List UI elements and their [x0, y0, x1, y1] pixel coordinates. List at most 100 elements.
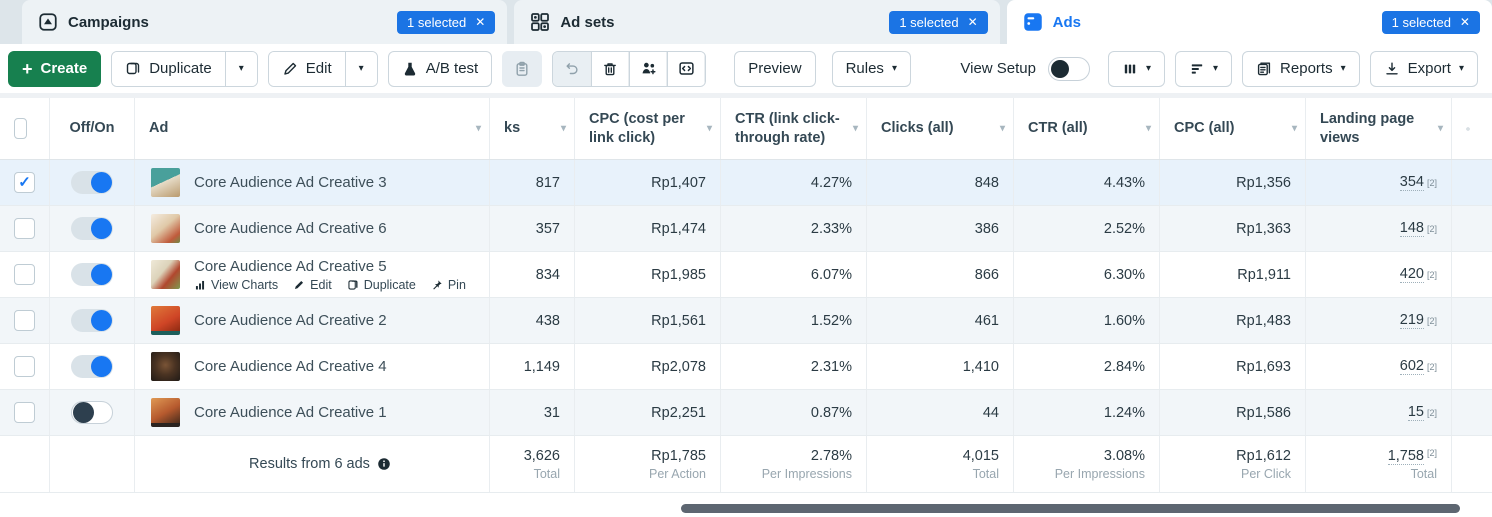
pixel-frame-button[interactable] [667, 51, 706, 86]
cell-cpc-all: Rp1,693 [1160, 344, 1306, 389]
column-header-cpc-link[interactable]: CPC (cost per link click) ▾ [575, 98, 721, 159]
sort-caret-icon[interactable]: ▾ [999, 122, 1005, 134]
row-checkbox[interactable]: ✓ [14, 402, 35, 423]
ad-name-link[interactable]: Core Audience Ad Creative 6 [194, 220, 387, 237]
ad-thumbnail [151, 260, 180, 289]
plus-icon: + [22, 58, 33, 79]
view-charts-action[interactable]: View Charts [194, 278, 278, 292]
ad-status-toggle[interactable] [71, 355, 113, 378]
cell-ctr-link: 6.07% [721, 252, 867, 297]
tab-ad-sets-label: Ad sets [560, 13, 615, 31]
close-icon[interactable]: ✕ [1459, 15, 1470, 29]
off-on-header-label: Off/On [69, 120, 115, 137]
ab-test-button[interactable]: A/B test [387, 50, 493, 87]
table-row: ✓ Core Audience Ad Creative 3 817 Rp1,40… [0, 160, 1492, 206]
sort-caret-icon[interactable]: ▾ [852, 122, 858, 134]
column-header-ctr-all[interactable]: CTR (all) ▾ [1014, 98, 1160, 159]
ad-name-link[interactable]: Core Audience Ad Creative 3 [194, 174, 387, 191]
lpv-link[interactable]: 602 [1399, 358, 1424, 375]
chevron-down-icon: ▾ [1458, 62, 1464, 74]
edit-button[interactable]: Edit [268, 51, 345, 86]
info-icon[interactable] [377, 457, 391, 471]
bar-chart-icon [195, 280, 205, 289]
lpv-link[interactable]: 354 [1399, 174, 1424, 191]
sort-caret-icon[interactable]: ▾ [1291, 122, 1297, 134]
rules-button[interactable]: Rules ▾ [831, 50, 911, 87]
ad-sets-selected-badge[interactable]: 1 selected ✕ [889, 10, 988, 34]
lpv-link[interactable]: 420 [1399, 266, 1424, 283]
duplicate-dropdown[interactable]: ▾ [224, 51, 257, 86]
select-all-checkbox[interactable]: ✓ [14, 118, 27, 139]
row-checkbox[interactable]: ✓ [14, 264, 35, 285]
cell-lpv: 148 [2] [1306, 206, 1452, 251]
column-header-clicks-cut[interactable]: ks ▾ [490, 98, 575, 159]
cell-lpv: 354 [2] [1306, 160, 1452, 205]
row-checkbox[interactable]: ✓ [14, 218, 35, 239]
ad-name-link[interactable]: Core Audience Ad Creative 4 [194, 358, 387, 375]
sort-caret-icon[interactable]: ▾ [1437, 122, 1443, 134]
tab-campaigns[interactable]: Campaigns 1 selected ✕ [22, 0, 508, 44]
tab-ad-sets[interactable]: Ad sets 1 selected ✕ [514, 0, 1000, 44]
footer-value: 2.78% [810, 447, 852, 464]
column-header-lpv[interactable]: Landing page views ▾ [1306, 98, 1452, 159]
lpv-footnote: [2] [1426, 177, 1437, 188]
assign-people-button[interactable] [629, 51, 668, 86]
row-checkbox[interactable]: ✓ [14, 356, 35, 377]
row-checkbox[interactable]: ✓ [14, 172, 35, 193]
ad-thumbnail [151, 352, 180, 381]
footer-label: Per Action [649, 466, 706, 481]
column-header-ad[interactable]: Ad ▾ [135, 98, 490, 159]
create-label: Create [40, 60, 88, 77]
column-header-clicks-all[interactable]: Clicks (all) ▾ [867, 98, 1014, 159]
ad-name-link[interactable]: Core Audience Ad Creative 5 [194, 257, 387, 275]
level-tabs: Campaigns 1 selected ✕ Ad sets 1 selecte… [0, 0, 1492, 44]
close-icon[interactable]: ✕ [475, 15, 486, 29]
ads-selected-badge[interactable]: 1 selected ✕ [1381, 10, 1480, 34]
footer-cpc-all: Rp1,612 Per Click [1160, 436, 1306, 492]
duplicate-button[interactable]: Duplicate [112, 51, 225, 86]
campaigns-selected-badge[interactable]: 1 selected ✕ [397, 10, 496, 34]
add-column-button[interactable] [1452, 98, 1492, 159]
row-checkbox[interactable]: ✓ [14, 310, 35, 331]
view-setup-toggle[interactable] [1047, 56, 1090, 81]
toggle-knob [1050, 59, 1069, 78]
edit-action[interactable]: Edit [293, 278, 332, 292]
cpc-all-header-label: CPC (all) [1174, 120, 1235, 137]
export-button[interactable]: Export ▾ [1369, 50, 1478, 87]
sort-caret-icon[interactable]: ▾ [560, 122, 566, 134]
lpv-link[interactable]: 219 [1399, 312, 1424, 329]
preview-button[interactable]: Preview [734, 50, 816, 87]
ctr-all-header-label: CTR (all) [1028, 120, 1088, 137]
column-header-cpc-all[interactable]: CPC (all) ▾ [1160, 98, 1306, 159]
sort-caret-icon[interactable]: ▾ [1145, 122, 1151, 134]
ad-status-toggle[interactable] [71, 171, 113, 194]
lpv-link[interactable]: 15 [1407, 404, 1424, 421]
duplicate-action[interactable]: Duplicate [347, 278, 416, 292]
tab-ads[interactable]: Ads 1 selected ✕ [1006, 0, 1492, 44]
edit-dropdown[interactable]: ▾ [344, 51, 377, 86]
close-icon[interactable]: ✕ [967, 15, 978, 29]
ad-status-toggle[interactable] [71, 401, 113, 424]
column-header-ctr-link[interactable]: CTR (link click-through rate) ▾ [721, 98, 867, 159]
ad-name-link[interactable]: Core Audience Ad Creative 1 [194, 404, 387, 421]
sort-caret-icon[interactable]: ▾ [475, 122, 481, 134]
reports-icon [1257, 62, 1271, 75]
columns-button[interactable]: ▾ [1107, 50, 1166, 87]
ad-status-toggle[interactable] [71, 217, 113, 240]
ad-name-link[interactable]: Core Audience Ad Creative 2 [194, 312, 387, 329]
ad-status-toggle[interactable] [71, 309, 113, 332]
chevron-down-icon: ▾ [358, 62, 364, 74]
ad-status-toggle[interactable] [71, 263, 113, 286]
reports-button[interactable]: Reports ▾ [1242, 50, 1360, 87]
tab-ads-label: Ads [1052, 13, 1081, 31]
breakdown-button[interactable]: ▾ [1175, 50, 1233, 87]
horizontal-scrollbar-thumb[interactable] [681, 504, 1460, 513]
pin-action[interactable]: Pin [431, 278, 466, 292]
cell-clicks-cut: 438 [490, 298, 575, 343]
lpv-link[interactable]: 148 [1399, 220, 1424, 237]
pencil-icon [295, 280, 304, 289]
lpv-total-link[interactable]: 1,758 [1387, 447, 1424, 465]
delete-button[interactable] [591, 51, 630, 86]
create-button[interactable]: + Create [8, 50, 102, 87]
sort-caret-icon[interactable]: ▾ [706, 122, 712, 134]
